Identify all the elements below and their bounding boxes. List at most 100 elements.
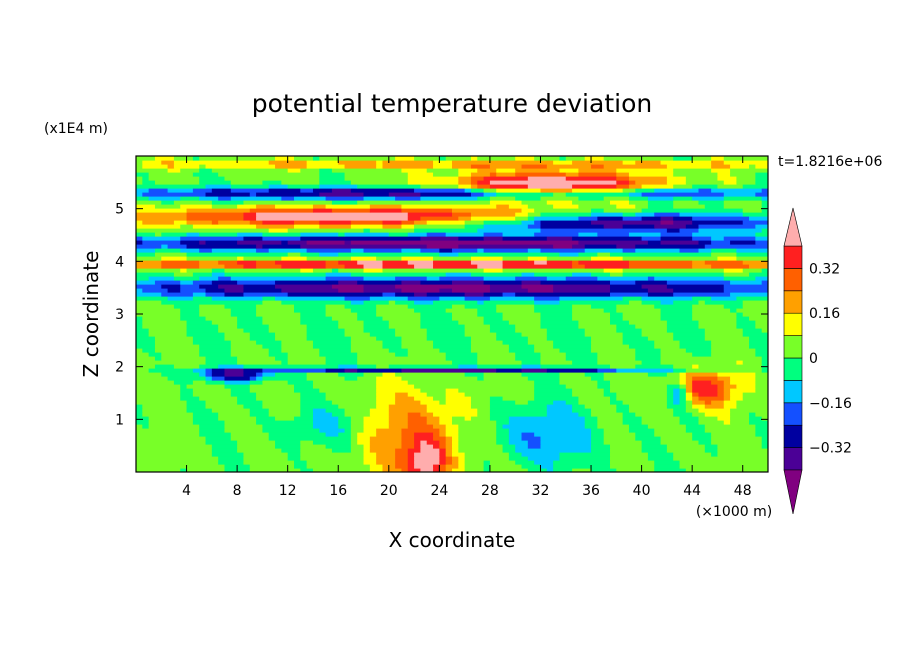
field-cell [736,308,768,313]
field-cell [350,436,358,441]
x-unit-label: (×1000 m) [696,504,772,520]
field-cell [306,324,339,329]
field-cell [205,368,213,373]
field-cell [325,444,352,449]
field-cell [704,428,756,433]
field-cell [489,172,497,177]
field-cell [755,324,768,329]
field-cell [628,260,693,265]
field-cell [148,196,181,201]
field-cell [319,180,352,185]
field-cell [452,460,459,465]
field-cell [452,208,523,213]
field-cell [186,208,251,213]
field-cell [319,348,352,353]
field-cell [736,312,744,317]
field-cell [148,368,194,373]
field-cell [755,432,768,437]
field-cell [205,436,232,441]
field-cell [489,404,548,409]
field-cell [635,188,655,193]
field-cell [142,240,181,245]
field-cell [287,292,384,297]
field-cell [730,416,750,421]
field-cell [622,312,662,317]
field-cell [300,400,333,405]
field-cell [489,284,523,289]
field-cell [363,460,377,465]
field-cell [376,460,396,465]
field-cell [483,376,529,381]
field-cell [540,280,611,285]
field-cell [654,344,681,349]
field-cell [673,288,725,293]
field-cell [515,212,529,217]
field-cell [186,212,245,217]
field-cell [654,212,681,217]
field-cell [350,348,390,353]
field-cell [477,356,516,361]
field-cell [673,364,693,369]
field-cell [357,376,377,381]
field-cell [723,236,756,241]
field-cell [489,180,617,185]
field-cell [622,216,643,221]
field-cell [673,196,693,201]
field-cell [685,424,706,429]
field-cell [654,432,693,437]
field-cell [496,424,504,429]
field-cell [376,380,409,385]
field-cell [540,220,592,225]
field-cell [717,256,737,261]
field-cell [243,264,257,269]
field-cell [616,404,630,409]
field-cell [521,208,535,213]
field-cell [325,396,377,401]
field-cell [262,232,301,237]
colorbar-extend-max [783,207,803,247]
field-cell [262,428,320,433]
field-cell [136,264,162,269]
field-cell [711,380,725,385]
field-cell [325,304,346,309]
field-cell [439,400,447,405]
field-cell [136,204,156,209]
field-cell [679,380,687,385]
field-cell [761,444,768,449]
field-cell [641,300,662,305]
field-cell [597,368,617,373]
field-cell [382,268,485,273]
field-cell [249,388,295,393]
field-cell [237,256,245,261]
field-cell [230,352,270,357]
field-cell [154,204,181,209]
field-cell [357,184,421,189]
field-cell [749,344,768,349]
field-cell [654,224,687,229]
field-cell [230,348,270,353]
field-cell [249,380,263,385]
field-cell [521,368,548,373]
field-cell [426,168,459,173]
field-cell [723,204,763,209]
field-cell [407,460,415,465]
field-cell [736,320,756,325]
field-cell [338,416,352,421]
field-cell [199,176,226,181]
field-cell [458,180,472,185]
field-cell [622,256,719,261]
field-cell [673,408,687,413]
field-cell [521,284,554,289]
field-cell [572,468,592,472]
field-cell [445,452,453,457]
field-cell [186,404,207,409]
field-cell [591,412,624,417]
field-cell [136,376,169,381]
field-cell [692,312,737,317]
field-cell [502,260,535,265]
field-cell [673,452,712,457]
field-cell [546,276,567,281]
field-cell [565,156,586,161]
field-cell [578,216,598,221]
field-cell [660,440,700,445]
